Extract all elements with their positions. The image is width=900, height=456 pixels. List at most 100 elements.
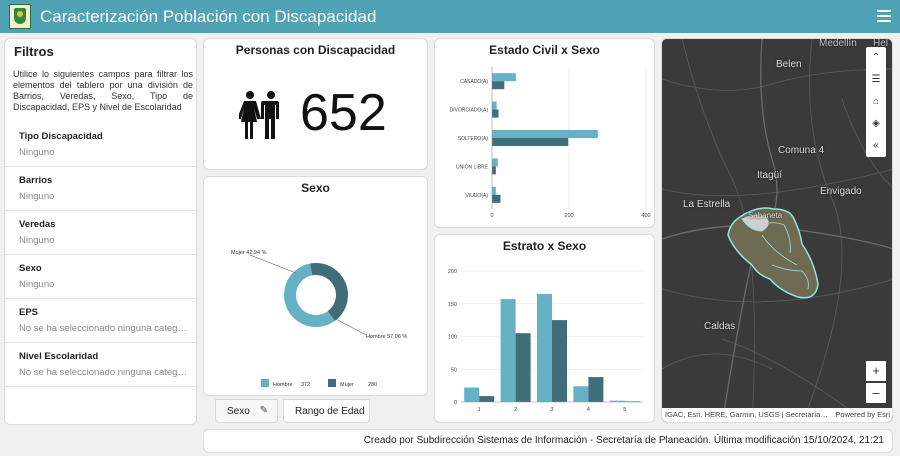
tab-edad-label: Rango de Edad xyxy=(295,406,365,417)
map-label-medellin: Medellín xyxy=(819,38,857,49)
collapse-up-icon[interactable]: ⌃ xyxy=(871,52,881,63)
x-tick-label: 400 xyxy=(641,213,650,219)
man-woman-icon xyxy=(239,91,279,139)
bar-mujer xyxy=(492,166,496,175)
bar-hombre xyxy=(464,387,480,402)
map-attribution: IGAC, Esri, HERE, Garmin, USGS | Secreta… xyxy=(662,408,892,422)
layers-icon[interactable]: ◈ xyxy=(872,118,880,129)
map-panel[interactable]: Medellín Hel Belen Comuna 4 Itagüí Envig… xyxy=(661,38,893,423)
x-category-label: 5 xyxy=(623,407,626,413)
x-tick-label: 0 xyxy=(490,213,493,219)
filter-label: Tipo Discapacidad xyxy=(19,131,103,142)
map-label-la-estrella: La Estrella xyxy=(683,199,731,210)
map-label-itagui: Itagüí xyxy=(757,170,783,181)
mujer-slice-label: Mujer 42,94 % xyxy=(231,250,267,256)
filter-label: EPS xyxy=(19,307,39,318)
map-label-hel: Hel xyxy=(873,38,889,49)
bar-hombre xyxy=(492,130,598,138)
bar-mujer xyxy=(492,138,569,146)
bar-mujer xyxy=(588,377,604,402)
hamburger-menu-icon[interactable] xyxy=(877,10,891,22)
estrato-title: Estrato x Sexo xyxy=(502,239,587,253)
legend-swatch-hombre xyxy=(261,379,269,387)
tab-rango-de-edad[interactable]: Rango de Edad xyxy=(283,399,370,423)
municipal-shield-icon xyxy=(9,4,31,29)
filter-value: No se ha seleccionado ninguna categ… xyxy=(19,367,187,378)
legend-list-icon[interactable]: ☰ xyxy=(871,74,881,85)
home-icon[interactable]: ⌂ xyxy=(872,96,880,107)
sexo-donut-chart: Mujer 42,94 % Hombre 57,06 % Hombre 372 Muje… xyxy=(231,250,407,388)
collapse-left-icon[interactable]: « xyxy=(873,140,879,151)
bar-mujer xyxy=(492,109,499,118)
filters-title: Filtros xyxy=(14,44,54,59)
x-tick-label: 200 xyxy=(564,213,573,219)
powered-by-esri[interactable]: Powered by Esri xyxy=(835,410,890,419)
estado-civil-title: Estado Civil x Sexo xyxy=(489,43,600,57)
filter-label: Nivel Escolaridad xyxy=(19,351,99,362)
filter-value: Ninguno xyxy=(19,235,55,246)
widget-tabs: Sexo ✎ Rango de Edad xyxy=(215,399,375,424)
map-label-sabaneta: Sabaneta xyxy=(748,211,783,220)
filter-eps[interactable]: EPS No se ha seleccionado ninguna categ… xyxy=(5,299,196,343)
tab-sexo-label: Sexo xyxy=(227,406,250,417)
filter-sexo[interactable]: Sexo Ninguno xyxy=(5,255,196,299)
kpi-panel: Personas con Discapacidad 652 xyxy=(203,38,428,170)
bar-hombre xyxy=(492,158,498,167)
filter-barrios[interactable]: Barrios Ninguno xyxy=(5,167,196,211)
zoom-in-button[interactable]: + xyxy=(866,361,886,381)
donut-slice-mujer xyxy=(310,263,348,321)
bar-mujer xyxy=(479,396,495,402)
y-tick-label: 0 xyxy=(454,400,457,406)
filter-label: Sexo xyxy=(19,263,42,274)
legend-value-mujer: 280 xyxy=(368,382,377,388)
sexo-title: Sexo xyxy=(301,181,330,195)
mujer-leader-line xyxy=(249,254,297,274)
hombre-leader-line xyxy=(335,318,367,336)
legend-label-mujer: Mujer xyxy=(340,382,354,388)
app-title: Caracterización Población con Discapacid… xyxy=(40,7,377,26)
y-category-label: VIUDO(A) xyxy=(466,193,489,199)
map-label-envigado: Envigado xyxy=(820,186,862,197)
tab-sexo[interactable]: Sexo ✎ xyxy=(215,399,278,423)
filter-value: No se ha seleccionado ninguna categ… xyxy=(19,323,187,334)
bar-mujer xyxy=(624,401,640,402)
bar-hombre xyxy=(492,101,497,110)
y-category-label: CASADO(A) xyxy=(460,79,488,85)
bar-mujer xyxy=(552,320,567,402)
kpi-value: 652 xyxy=(300,84,387,142)
bar-mujer xyxy=(492,81,505,90)
footer-panel: Creado por Subdirección Sistemas de Info… xyxy=(203,429,893,453)
donut-slice-hombre xyxy=(284,263,335,327)
filter-value: Ninguno xyxy=(19,147,55,158)
bar-mujer xyxy=(492,194,501,203)
bar-hombre xyxy=(500,299,516,402)
bar-hombre xyxy=(492,186,496,195)
map-label-comuna-4: Comuna 4 xyxy=(778,145,825,156)
x-category-label: 4 xyxy=(587,407,590,413)
bar-mujer xyxy=(515,333,531,402)
zoom-out-button[interactable]: – xyxy=(866,383,886,403)
attribution-text: IGAC, Esri, HERE, Garmin, USGS | Secreta… xyxy=(665,410,828,419)
filters-intro: Utilice lo siguientes campos para filtra… xyxy=(13,69,193,112)
bar-hombre xyxy=(537,293,552,402)
filter-label: Barrios xyxy=(19,175,53,186)
x-category-label: 1 xyxy=(478,407,481,413)
filter-value: Ninguno xyxy=(19,191,55,202)
filter-tipo-discapacidad[interactable]: Tipo Discapacidad Ninguno xyxy=(5,123,196,167)
x-category-label: 3 xyxy=(550,407,553,413)
filter-nivel-escolaridad[interactable]: Nivel Escolaridad No se ha seleccionado … xyxy=(5,343,196,387)
estrato-chart-panel: Estrato x Sexo 0 50 100 150 200 1 2 3 4 5 xyxy=(434,234,655,423)
pencil-icon[interactable]: ✎ xyxy=(259,405,268,416)
basemap[interactable] xyxy=(662,39,893,423)
y-tick-label: 100 xyxy=(448,335,457,341)
filter-value: Ninguno xyxy=(19,279,55,290)
filter-veredas[interactable]: Veredas Ninguno xyxy=(5,211,196,255)
kpi-title: Personas con Discapacidad xyxy=(235,43,396,57)
bar-hombre xyxy=(573,386,589,402)
bar-hombre xyxy=(492,73,516,82)
bar-hombre xyxy=(609,400,625,402)
y-category-label: SOLTERO(A) xyxy=(458,136,489,142)
filter-label: Veredas xyxy=(19,219,56,230)
estrato-bar-chart: 0 50 100 150 200 1 2 3 4 5 xyxy=(448,269,643,413)
estado-civil-chart-panel: Estado Civil x Sexo 0 200 400 CASADO(A) DIVO… xyxy=(434,38,655,228)
